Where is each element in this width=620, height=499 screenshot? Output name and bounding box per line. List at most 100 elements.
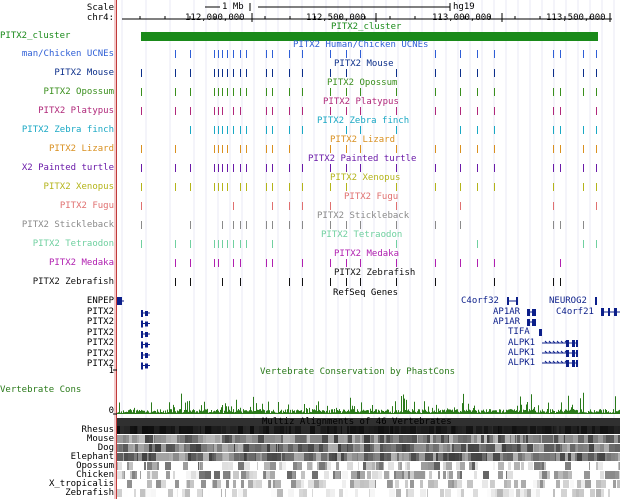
multiz-seg — [337, 426, 341, 434]
multiz-seg — [528, 462, 533, 470]
multiz-seg — [502, 489, 503, 497]
multiz-seg — [539, 444, 541, 452]
multiz-seg — [225, 435, 229, 443]
refseq-left-label-4[interactable]: PITX2 — [86, 338, 114, 348]
multiz-seg — [289, 426, 291, 434]
gene-neurog2[interactable]: NEUROG2 — [549, 296, 587, 306]
ucne-track-label-8[interactable]: PITX2 Fugu — [59, 201, 114, 211]
multiz-seg — [584, 444, 587, 452]
multiz-seg — [222, 462, 228, 470]
gene-alpk1-3[interactable]: ALPK1 — [508, 358, 536, 368]
multiz-seg — [493, 435, 495, 443]
multiz-seg — [335, 453, 337, 461]
multiz-seg — [202, 489, 203, 497]
multiz-seg — [438, 453, 443, 461]
multiz-seg — [443, 471, 446, 479]
ucne-track-label-7[interactable]: PITX2 Xenopus — [43, 182, 114, 192]
multiz-seg — [295, 471, 296, 479]
ucne-track-label-2[interactable]: PITX2 Opossum — [43, 87, 114, 97]
ucne-track-label-1[interactable]: PITX2 Mouse — [54, 68, 114, 78]
gene-ap1ar-2[interactable]: AP1AR — [493, 317, 521, 327]
gene-tifa[interactable]: TIFA — [508, 327, 530, 337]
multiz-seg — [335, 471, 340, 479]
ucne-track-label-5[interactable]: PITX2 Lizard — [48, 144, 114, 154]
multiz-seg — [322, 435, 328, 443]
multiz-seg — [291, 480, 296, 488]
ucne-track-label-9[interactable]: PITX2 Stickleback — [21, 220, 114, 230]
multiz-seg — [253, 480, 256, 488]
gene-pitx2-exon-b-2 — [145, 332, 148, 337]
ucne-track-11 — [175, 259, 561, 267]
multiz-seg — [128, 453, 134, 461]
multiz-seg — [277, 489, 283, 497]
refseq-left-label-3[interactable]: PITX2 — [86, 327, 114, 338]
ucne-center-label-1: PITX2 Mouse — [334, 59, 394, 69]
multiz-seg — [459, 471, 460, 479]
multiz-seg — [578, 444, 583, 452]
multiz-seg — [457, 471, 459, 479]
multiz-seg — [157, 462, 159, 470]
cons-title: Vertebrate Conservation by PhastCons — [260, 367, 456, 377]
multiz-seg — [240, 453, 244, 461]
multiz-seg — [601, 480, 606, 488]
multiz-seg — [584, 435, 588, 443]
refseq-left-label-5[interactable]: PITX2 — [86, 348, 114, 359]
multiz-seg — [243, 426, 246, 434]
multiz-seg — [544, 453, 550, 461]
multiz-seg — [145, 489, 146, 497]
ucne-track-label-0[interactable]: man/Chicken UCNEs — [21, 49, 114, 59]
refseq-left-label-2[interactable]: PITX2 — [86, 317, 114, 327]
gene-ap1ar-1[interactable]: AP1AR — [493, 307, 521, 317]
refseq-left-label-0[interactable]: ENPEP — [86, 296, 114, 306]
multiz-seg — [140, 471, 141, 479]
multiz-seg — [166, 471, 170, 479]
multiz-seg — [509, 489, 514, 497]
multiz-seg — [502, 426, 504, 434]
multiz-seg — [130, 471, 132, 479]
multiz-seg — [314, 480, 319, 488]
ucne-track-label-10[interactable]: PITX2 Tetraodon — [32, 239, 114, 249]
multiz-seg — [487, 453, 493, 461]
ucne-track-label-12[interactable]: PITX2 Zebrafish — [32, 277, 114, 287]
multiz-seg — [166, 435, 171, 443]
multiz-seg — [138, 453, 142, 461]
ucne-track-label-3[interactable]: PITX2 Platypus — [38, 106, 114, 116]
multiz-seg — [511, 435, 515, 443]
track-gutter[interactable] — [114, 0, 117, 499]
multiz-seg — [277, 444, 278, 452]
multiz-seg — [512, 426, 516, 434]
multiz-seg — [366, 462, 372, 470]
multiz-seg — [173, 471, 175, 479]
multiz-seg — [560, 453, 565, 461]
multiz-seg — [161, 444, 166, 452]
multiz-seg — [429, 444, 433, 452]
ucne-track-label-4[interactable]: PITX2 Zebra finch — [21, 125, 114, 135]
multiz-seg — [539, 471, 542, 479]
gene-c4orf21[interactable]: C4orf21 — [556, 307, 594, 317]
refseq-left-label-6[interactable]: PITX2 — [86, 359, 114, 369]
multiz-seg — [288, 444, 293, 452]
ucne-track-label-6[interactable]: X2 Painted turtle — [21, 163, 114, 173]
multiz-seg — [611, 453, 615, 461]
multiz-seg — [205, 453, 209, 461]
gene-alpk1-1[interactable]: ALPK1 — [508, 338, 536, 348]
multiz-seg — [454, 444, 460, 452]
ucne-track-label-11[interactable]: PITX2 Medaka — [48, 258, 114, 268]
gene-alpk1-2[interactable]: ALPK1 — [508, 348, 536, 358]
multiz-seg — [180, 435, 185, 443]
cons-track-label[interactable]: Vertebrate Cons — [0, 385, 82, 395]
multiz-seg — [452, 444, 454, 452]
multiz-seg — [615, 444, 620, 452]
multiz-seg — [517, 435, 520, 443]
multiz-seg — [117, 435, 123, 443]
multiz-species-1: Mouse — [86, 434, 114, 444]
multiz-seg — [556, 426, 557, 434]
gene-c4orf32[interactable]: C4orf32 — [461, 296, 499, 306]
multiz-seg — [177, 435, 179, 443]
refseq-left-label-1[interactable]: PITX2 — [86, 306, 114, 317]
multiz-seg — [483, 471, 489, 479]
multiz-seg — [554, 444, 556, 452]
cluster-track-label[interactable]: PITX2_cluster — [0, 31, 71, 41]
multiz-seg — [252, 435, 258, 443]
